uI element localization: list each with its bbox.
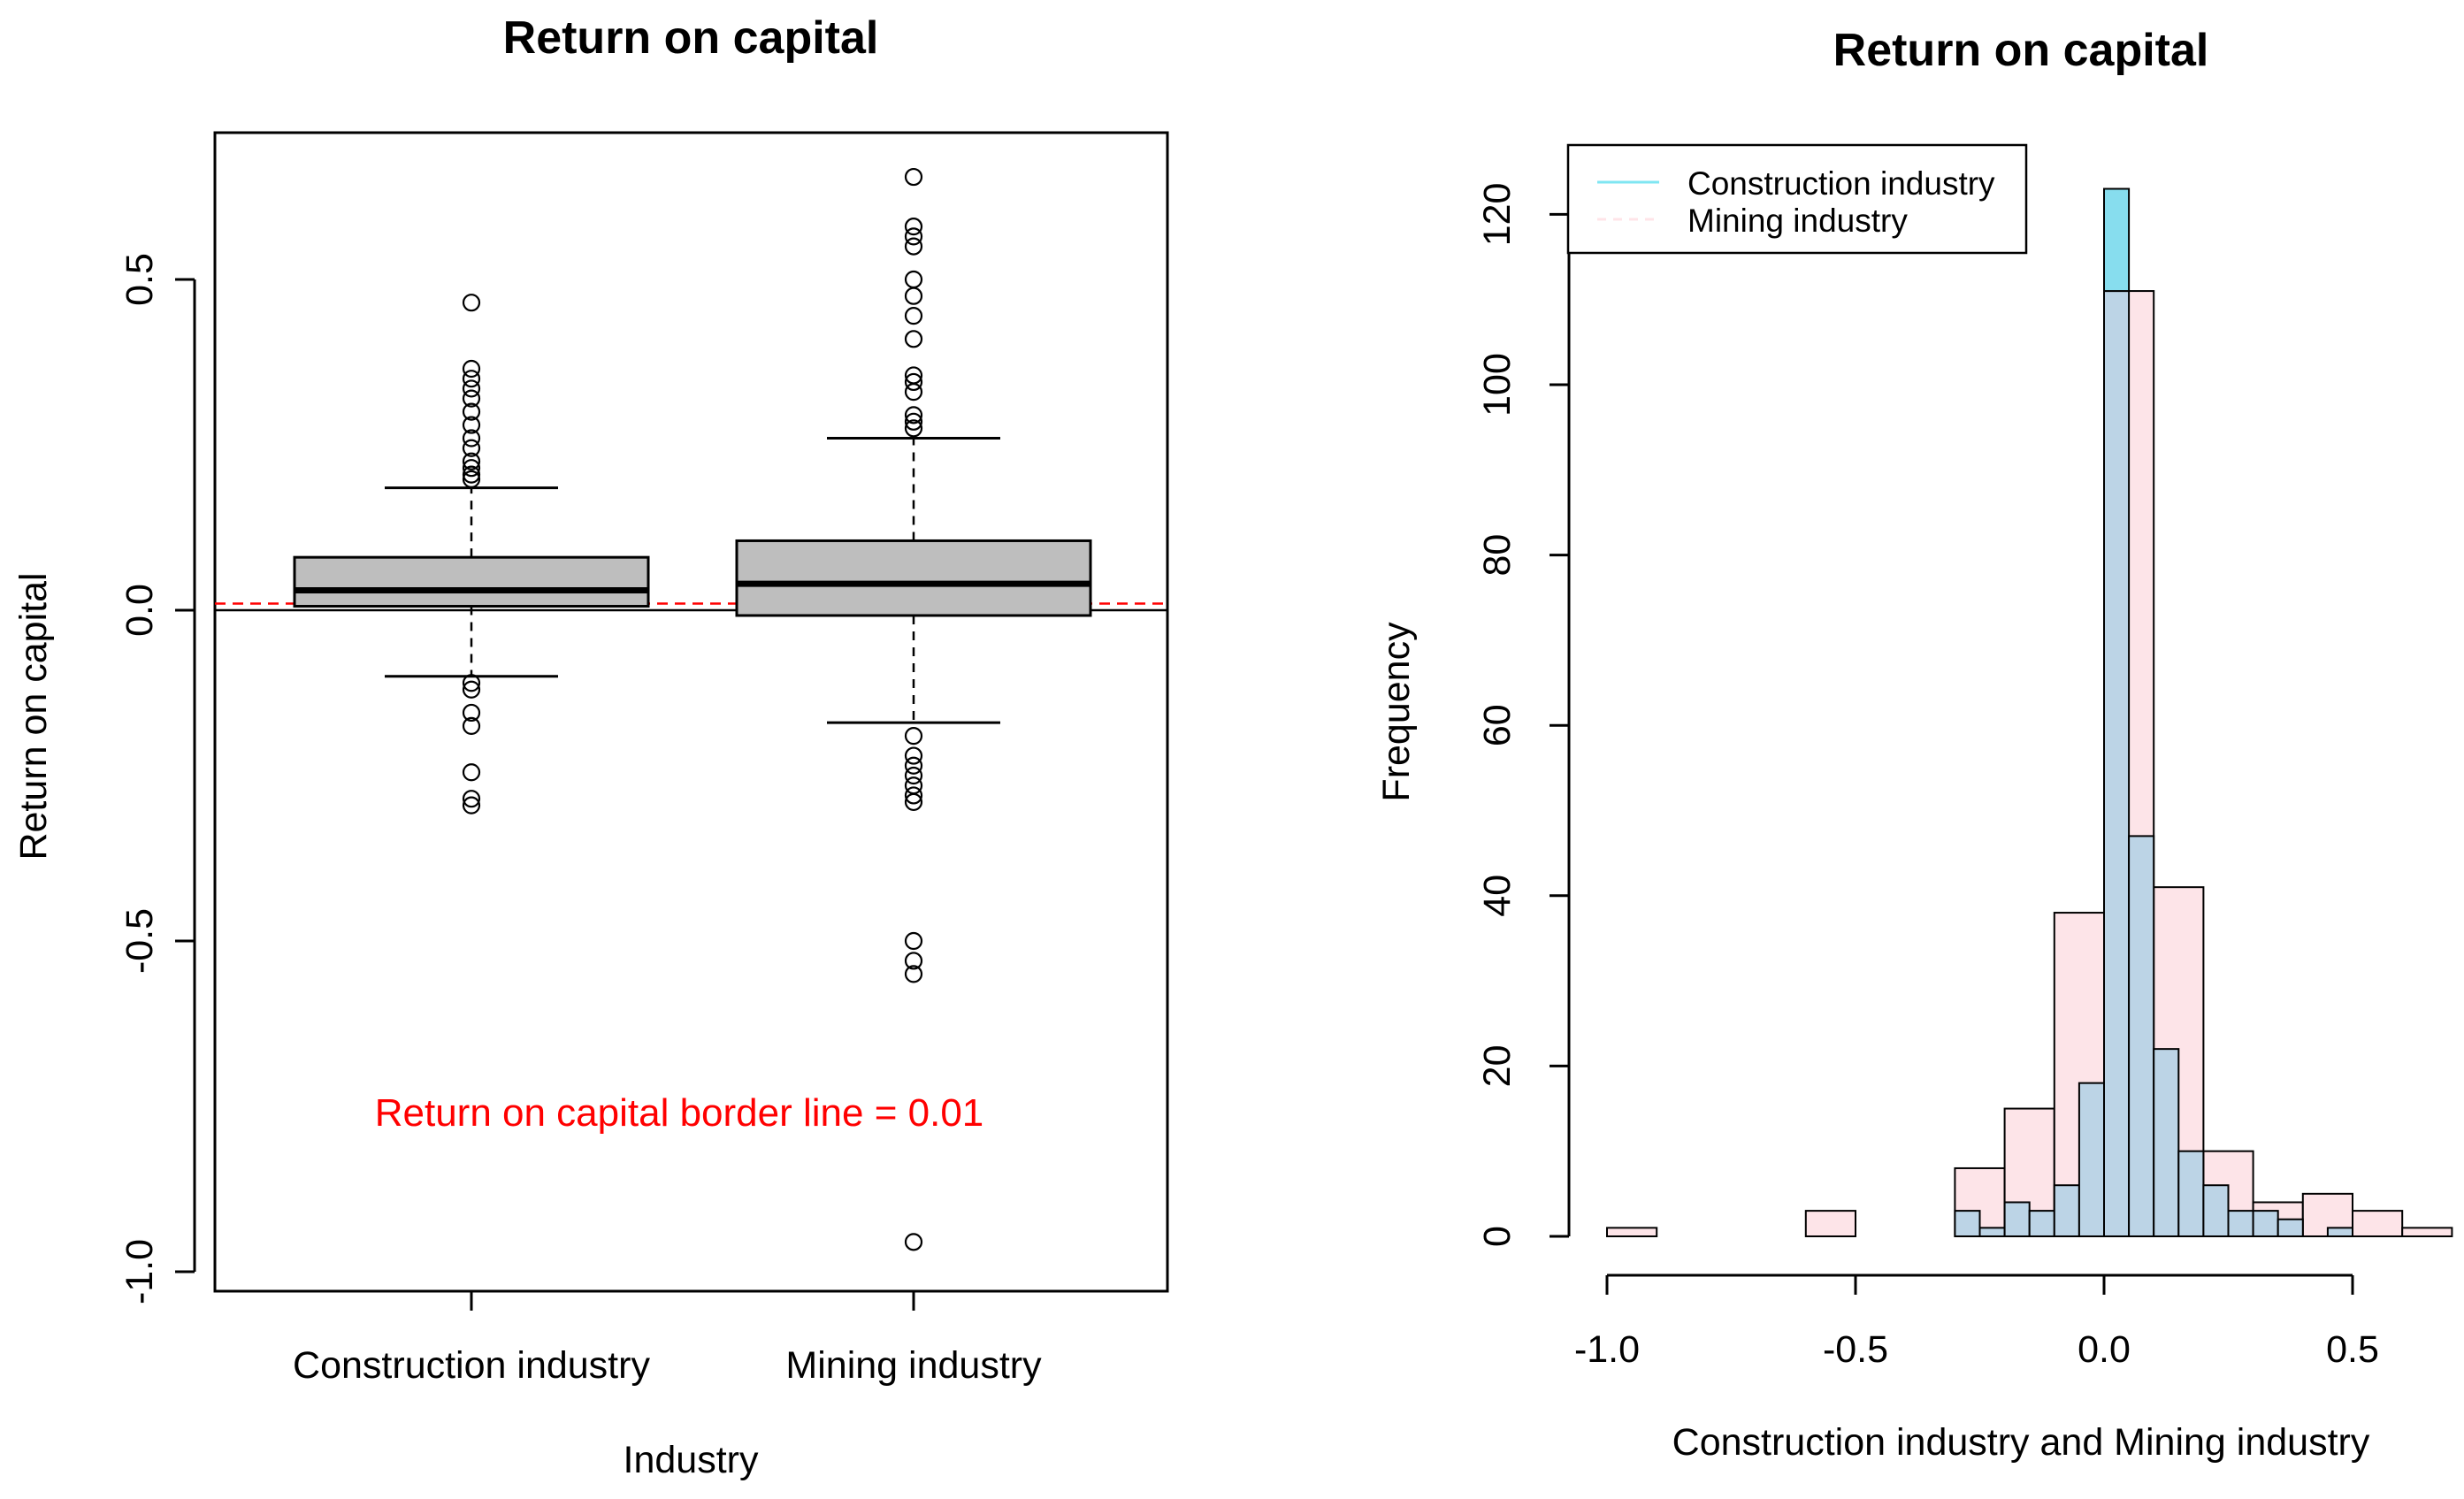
outlier-point <box>462 459 481 478</box>
legend-label-construction: Construction industry <box>1687 165 1995 202</box>
hist-bar-mining <box>2401 1227 2453 1237</box>
hist-bar-construction-overlap <box>2028 1210 2055 1237</box>
hist-bar-construction-overlap <box>2053 1184 2080 1237</box>
outlier-point <box>462 379 481 398</box>
histogram-panel: Return on capital Construction industry … <box>1375 25 2453 1464</box>
outlier-point <box>904 727 923 746</box>
outlier-point <box>904 931 923 951</box>
outlier-point <box>462 359 481 379</box>
boxplot-x-axis-label: Industry <box>624 1439 759 1481</box>
outlier-point <box>462 716 481 736</box>
outlier-point <box>904 792 923 812</box>
outlier-point <box>462 763 481 782</box>
outlier-point <box>904 756 923 775</box>
outlier-point <box>904 746 923 765</box>
outlier-point <box>462 703 481 723</box>
histogram-y-tick-label: 120 <box>1476 183 1519 247</box>
histogram-x-tick-label: 0.5 <box>2326 1328 2379 1371</box>
outlier-point <box>904 766 923 785</box>
boxplot-frame <box>213 131 1169 1293</box>
hist-bar-construction-overlap <box>2252 1210 2279 1237</box>
hist-bar-mining <box>1804 1210 1857 1237</box>
outlier-point <box>462 680 481 699</box>
hist-bar-mining <box>2352 1210 2404 1237</box>
boxplot-y-tick-label: -0.5 <box>119 908 161 974</box>
hist-bar-construction-overlap <box>2202 1184 2230 1237</box>
hist-bar-construction-overlap <box>2277 1218 2304 1237</box>
outlier-point <box>904 237 923 256</box>
histogram-legend: Construction industry Mining industry <box>1566 143 2028 255</box>
boxplot-y-tick-label: 0.5 <box>119 253 161 306</box>
outlier-point <box>462 370 481 388</box>
outlier-point <box>904 330 923 348</box>
outlier-point <box>904 412 923 431</box>
outlier-point <box>462 402 481 421</box>
box-mining <box>735 167 1092 1251</box>
hist-bar-construction-overlap <box>2078 1082 2105 1238</box>
outlier-point <box>904 786 923 805</box>
box-construction <box>293 294 650 815</box>
outlier-point <box>462 294 481 312</box>
hist-bar-construction-overlap <box>2326 1227 2353 1237</box>
histogram-y-tick-label: 60 <box>1476 704 1519 746</box>
outlier-point <box>904 287 923 305</box>
boxplot-category-label-mining: Mining industry <box>785 1344 1042 1387</box>
box-iqr <box>735 539 1092 617</box>
hist-bar-construction-overlap <box>2227 1210 2254 1237</box>
hist-bar-construction <box>2103 187 2131 293</box>
outlier-point <box>462 439 481 457</box>
hist-bar-construction-overlap <box>2128 835 2155 1237</box>
outlier-point <box>904 383 923 402</box>
outlier-point <box>462 429 481 447</box>
boxplot-y-axis-label: Return on capital <box>12 572 55 860</box>
border-line-annotation: Return on capital border line = 0.01 <box>375 1091 984 1135</box>
outlier-point <box>462 389 481 408</box>
outlier-point <box>904 270 923 289</box>
histogram-y-tick-label: 20 <box>1476 1044 1519 1087</box>
outlier-point <box>904 406 923 424</box>
histogram-x-tick-label: -1.0 <box>1574 1328 1640 1371</box>
hist-bar-construction-overlap <box>1978 1227 2006 1237</box>
histogram-x-tick-label: 0.0 <box>2078 1328 2131 1371</box>
boxplot-y-tick-label: 0.0 <box>119 584 161 637</box>
outlier-point <box>904 965 923 983</box>
outlier-point <box>904 227 923 246</box>
boxplot-y-tick-label: -1.0 <box>119 1239 161 1304</box>
histogram-x-tick-label: -0.5 <box>1823 1328 1888 1371</box>
histogram-title: Return on capital <box>1833 25 2209 76</box>
outlier-point <box>462 790 481 808</box>
hist-bar-construction-overlap <box>2153 1048 2180 1238</box>
legend-box <box>1566 143 2028 255</box>
outlier-point <box>904 372 923 392</box>
hist-bar-construction-overlap <box>2103 290 2131 1238</box>
outlier-point <box>904 1233 923 1251</box>
histogram-y-axis-label: Frequency <box>1375 622 1418 802</box>
outlier-point <box>462 416 481 434</box>
outlier-point <box>462 470 481 488</box>
legend-label-mining: Mining industry <box>1687 203 1908 239</box>
outlier-point <box>904 307 923 325</box>
outlier-point <box>462 796 481 815</box>
outlier-point <box>904 218 923 236</box>
outlier-point <box>462 465 481 484</box>
hist-bar-mining <box>1606 1227 1658 1237</box>
histogram-y-tick-label: 0 <box>1476 1226 1519 1247</box>
histogram-y-tick-label: 80 <box>1476 534 1519 577</box>
boxplot-title: Return on capital <box>503 12 879 64</box>
hist-bar-construction-overlap <box>2003 1201 2031 1237</box>
outlier-point <box>462 674 481 692</box>
boxplot-panel: Return on capital Industry Return on cap… <box>12 12 1169 1481</box>
outlier-point <box>904 952 923 970</box>
histogram-y-tick-label: 100 <box>1476 353 1519 417</box>
histogram-y-tick-label: 40 <box>1476 875 1519 917</box>
outlier-point <box>904 419 923 438</box>
outlier-point <box>462 452 481 470</box>
boxplot-category-label-construction: Construction industry <box>293 1344 650 1387</box>
histogram-x-axis-label: Construction industry and Mining industr… <box>1672 1421 2370 1464</box>
hist-bar-construction-overlap <box>1954 1210 1981 1237</box>
box-iqr <box>293 555 650 608</box>
outlier-point <box>904 167 923 187</box>
hist-bar-construction-overlap <box>2177 1150 2205 1237</box>
